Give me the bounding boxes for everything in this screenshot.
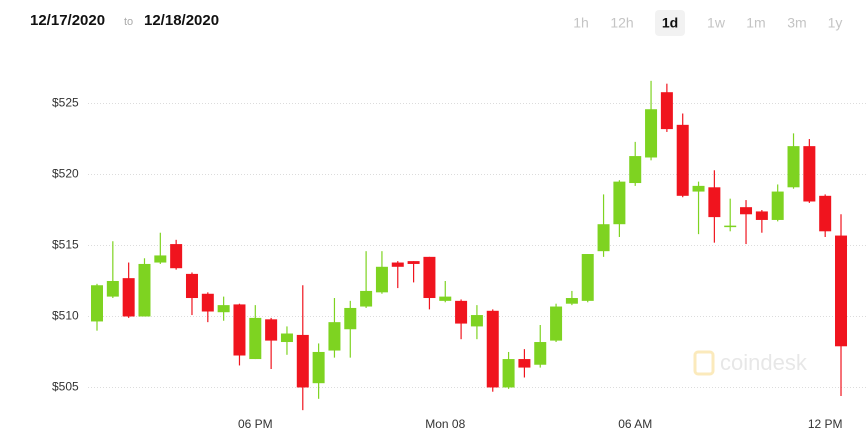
candle-body — [122, 278, 135, 317]
candle-body — [233, 304, 246, 356]
candle-body — [724, 225, 737, 228]
watermark-text: coindesk — [720, 350, 808, 375]
candle-body — [360, 290, 373, 307]
candle-body — [280, 333, 293, 343]
candle-body — [692, 185, 705, 192]
range-button[interactable]: 1w — [707, 15, 726, 31]
y-tick-label: $515 — [52, 238, 79, 252]
candle-body — [217, 305, 230, 313]
y-tick-label: $510 — [52, 309, 79, 323]
x-tick-label: 06 PM — [238, 417, 273, 431]
candle-body — [755, 211, 768, 220]
range-button[interactable]: 1h — [573, 15, 589, 31]
candle-body — [534, 342, 547, 365]
watermark: coindesk — [693, 350, 808, 376]
candle-body — [296, 334, 309, 388]
candle-body — [201, 293, 214, 312]
y-tick-label: $520 — [52, 167, 79, 181]
watermark-logo — [693, 350, 715, 376]
x-tick-label: 12 PM — [808, 417, 843, 431]
candle-body — [676, 124, 689, 196]
candle-body — [265, 319, 278, 341]
candle-body — [312, 351, 325, 384]
candle-body — [771, 191, 784, 220]
candle-body — [565, 298, 578, 304]
range-button[interactable]: 12h — [610, 15, 633, 31]
candle-body — [391, 262, 404, 267]
candle-body — [138, 263, 151, 317]
candle-body — [170, 244, 183, 269]
candle-body — [486, 310, 499, 388]
candle-body — [328, 322, 341, 351]
candle-body — [185, 273, 198, 299]
candle-body — [803, 146, 816, 202]
x-tick-label: Mon 08 — [425, 417, 465, 431]
candle-body — [740, 207, 753, 215]
range-button[interactable]: 1m — [746, 15, 765, 31]
date-from: 12/17/2020 — [30, 12, 105, 29]
y-tick-label: $505 — [52, 380, 79, 394]
date-to-word: to — [124, 16, 133, 28]
candle-body — [787, 146, 800, 188]
range-button[interactable]: 1y — [828, 15, 843, 31]
candle-body — [597, 224, 610, 252]
candle-body — [518, 359, 531, 368]
candle-body — [154, 255, 167, 263]
candle-body — [819, 195, 832, 232]
candle-body — [613, 181, 626, 225]
candle-body — [550, 306, 563, 341]
candle-body — [407, 261, 420, 264]
candle-body — [106, 280, 119, 297]
y-tick-label: $525 — [52, 96, 79, 110]
range-button[interactable]: 3m — [787, 15, 806, 31]
range-button[interactable]: 1d — [662, 15, 678, 31]
candle-body — [629, 156, 642, 184]
candle-body — [835, 235, 848, 347]
candle-body — [470, 315, 483, 327]
candle-body — [439, 296, 452, 301]
candle-body — [344, 307, 357, 330]
candle-body — [455, 300, 468, 324]
range-selected-bg — [655, 10, 685, 36]
candle-body — [645, 109, 658, 158]
candle-body — [502, 359, 515, 388]
candle-body — [249, 317, 262, 360]
date-to: 12/18/2020 — [144, 12, 219, 29]
candle-body — [581, 254, 594, 301]
candle-body — [423, 256, 436, 299]
candle-body — [91, 285, 103, 322]
x-tick-label: 06 AM — [618, 417, 652, 431]
candle-body — [660, 92, 673, 130]
candle-body — [375, 266, 388, 293]
candle-body — [708, 187, 721, 218]
